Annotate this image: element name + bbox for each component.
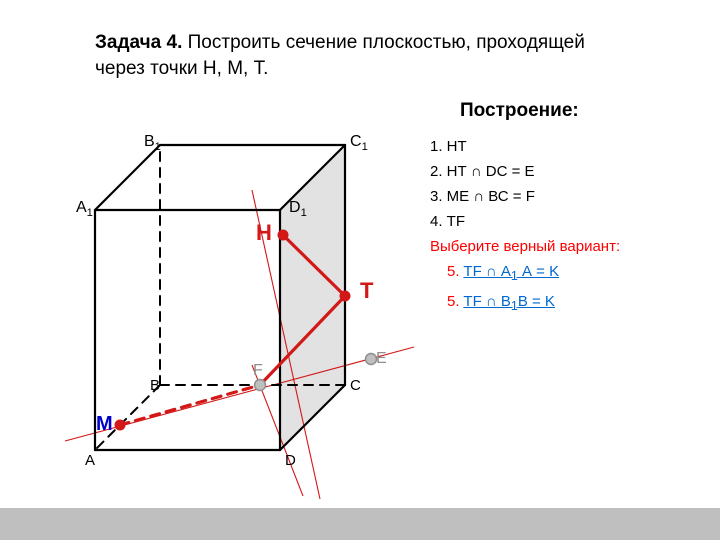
construction-step: 3. ME ∩ ВС = F bbox=[430, 188, 535, 205]
option-link[interactable]: TF ∩ А1 А = K bbox=[463, 263, 559, 280]
label-B1: В1 bbox=[144, 133, 161, 153]
choose-prompt: Выберите верный вариант: bbox=[430, 238, 620, 255]
option-link[interactable]: TF ∩ В1В = K bbox=[463, 293, 555, 310]
label-F: F bbox=[253, 362, 263, 380]
label-T: Т bbox=[360, 278, 373, 304]
label-E: E bbox=[376, 350, 387, 368]
label-C1: С1 bbox=[350, 133, 368, 153]
label-M: М bbox=[96, 413, 113, 436]
label-A1: А1 bbox=[76, 199, 93, 219]
footer-bar bbox=[0, 508, 720, 540]
problem-title: Задача 4. Построить сечение плоскостью, … bbox=[95, 30, 615, 81]
construction-step: 4. ТF bbox=[430, 213, 465, 230]
construction-heading: Построение: bbox=[460, 100, 579, 122]
construction-step: 1. НТ bbox=[430, 138, 467, 155]
label-A: А bbox=[85, 452, 95, 469]
option-number: 5. bbox=[447, 263, 463, 280]
label-C: С bbox=[350, 377, 361, 394]
answer-option: 5. TF ∩ В1В = K bbox=[447, 293, 555, 313]
slide-canvas: Задача 4. Построить сечение плоскостью, … bbox=[0, 0, 720, 540]
label-B: В bbox=[150, 377, 160, 394]
label-D: D bbox=[285, 452, 296, 469]
option-number: 5. bbox=[447, 293, 463, 310]
construction-step: 2. НТ ∩ DС = E bbox=[430, 163, 535, 180]
answer-option: 5. TF ∩ А1 А = K bbox=[447, 263, 559, 283]
label-H: Н bbox=[256, 220, 272, 246]
label-D1: D1 bbox=[289, 199, 307, 219]
